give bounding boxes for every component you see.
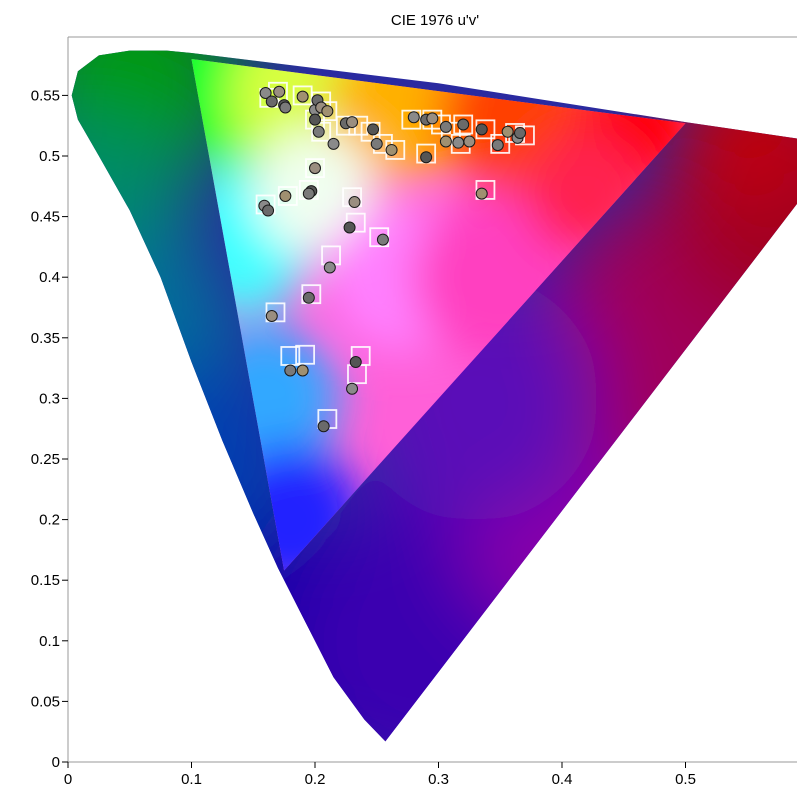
circle-marker [439, 120, 452, 133]
circle-marker [296, 364, 309, 377]
square-marker [453, 114, 474, 135]
square-marker [311, 121, 332, 142]
circle-marker [370, 137, 383, 150]
circle-marker [296, 90, 309, 103]
y-tick-label: 0.55 [31, 87, 60, 104]
x-tick-label: 0.5 [675, 771, 696, 788]
circle-marker [463, 135, 476, 148]
circle-marker [346, 116, 359, 129]
square-marker [360, 121, 381, 142]
circle-marker [376, 233, 389, 246]
circle-markers [258, 85, 527, 433]
y-tick-label: 0.05 [31, 693, 60, 710]
circle-marker [302, 187, 315, 200]
circle-marker [452, 136, 465, 149]
y-tick-label: 0.1 [39, 633, 60, 650]
circle-marker [327, 137, 340, 150]
circle-marker [426, 112, 439, 125]
circle-marker [343, 221, 356, 234]
square-marker [305, 158, 325, 179]
x-tick-label: 0.3 [428, 771, 449, 788]
circle-marker [385, 143, 398, 156]
y-axis-ticks: 0 0.05 0.1 0.15 0.2 0.25 0.3 0.35 0.4 0.45 0.5 0.55 [31, 87, 68, 771]
y-tick-label: 0 [52, 754, 60, 771]
circle-marker [317, 420, 330, 433]
x-tick-label: 0 [64, 771, 72, 788]
y-tick-label: 0.4 [39, 269, 60, 286]
circle-marker [279, 101, 292, 114]
y-tick-label: 0.45 [31, 209, 60, 226]
circle-marker [309, 162, 321, 175]
circle-marker [457, 118, 470, 131]
y-tick-label: 0.5 [39, 148, 60, 165]
circle-marker [346, 382, 359, 395]
chart-title: CIE 1976 u'v' [390, 12, 480, 29]
circle-marker [491, 139, 504, 152]
circle-marker [312, 125, 325, 138]
square-marker [277, 186, 298, 206]
circle-marker [439, 135, 452, 148]
circle-marker [323, 261, 336, 274]
square-marker [295, 344, 316, 365]
y-tick-label: 0.35 [31, 330, 60, 347]
circle-marker [349, 356, 362, 369]
x-tick-label: 0.1 [181, 771, 202, 788]
circle-marker [475, 123, 488, 136]
circle-marker [420, 151, 433, 164]
square-marker [490, 133, 511, 154]
circle-marker [302, 291, 315, 304]
circle-marker [265, 95, 278, 108]
x-axis-ticks: 0 0.1 0.2 0.3 0.4 0.5 [64, 762, 696, 788]
circle-marker [284, 364, 297, 377]
circle-marker [273, 85, 286, 98]
circle-marker [309, 113, 321, 126]
y-tick-label: 0.3 [39, 390, 60, 407]
circle-marker [514, 126, 527, 139]
circle-marker [259, 86, 272, 99]
x-tick-label: 0.4 [552, 771, 573, 788]
circle-marker [321, 105, 334, 118]
y-tick-label: 0.2 [39, 512, 60, 529]
circle-marker [265, 309, 278, 322]
square-marker [265, 302, 286, 323]
square-marker [475, 180, 496, 200]
circle-marker [367, 123, 380, 136]
circle-marker [501, 125, 514, 138]
circle-marker [262, 204, 275, 217]
circle-marker [407, 111, 420, 124]
y-tick-label: 0.15 [31, 572, 60, 589]
circle-marker [475, 187, 488, 200]
y-tick-label: 0.25 [31, 451, 60, 468]
circle-marker [348, 196, 361, 209]
x-tick-label: 0.2 [305, 771, 326, 788]
circle-marker [279, 189, 292, 202]
